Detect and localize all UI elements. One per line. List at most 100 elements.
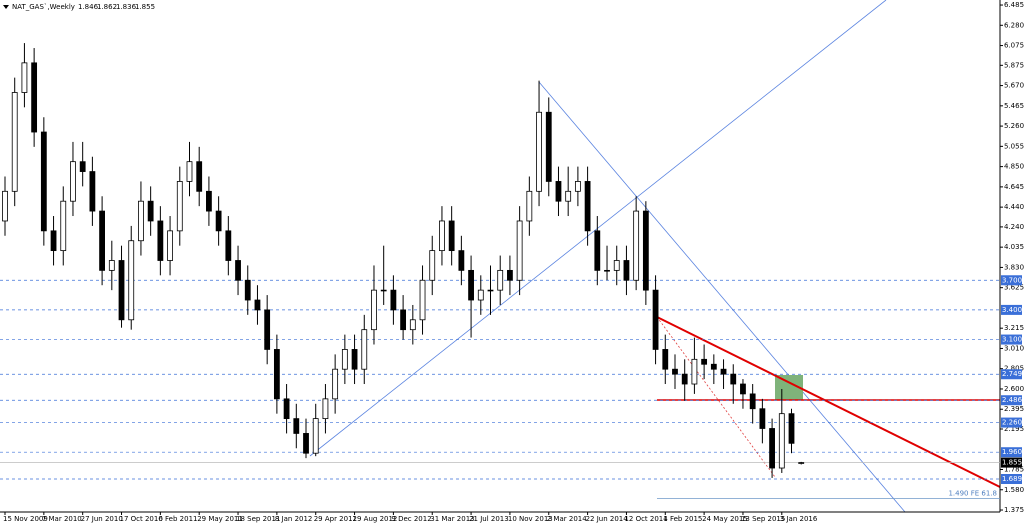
candle-body xyxy=(50,230,57,252)
candle-body xyxy=(60,200,67,252)
x-tick-label: 3 Jan 2016 xyxy=(780,515,818,523)
x-tick-label: 9 Dec 2012 xyxy=(391,515,431,523)
candle-body xyxy=(235,260,241,281)
x-tick-label: 7 Mar 2010 xyxy=(42,515,82,523)
candle-body xyxy=(293,418,300,434)
y-tick-label: 3.625 xyxy=(1004,284,1024,292)
candle-body xyxy=(740,383,746,395)
candle-body xyxy=(138,200,144,242)
x-tick-label: 19 Aug 2012 xyxy=(353,515,398,523)
y-tick-label: 3.830 xyxy=(1004,263,1024,271)
candle-body xyxy=(99,210,105,271)
y-tick-label: 1.785 xyxy=(1004,466,1024,474)
candle-body xyxy=(448,220,455,252)
candle-body xyxy=(642,210,649,291)
candle-body xyxy=(545,111,552,182)
candle-body xyxy=(652,289,659,350)
trend-line xyxy=(309,0,887,457)
y-tick-label: 4.850 xyxy=(1004,163,1024,171)
level-label: 1.689 xyxy=(1002,475,1022,483)
y-tick-label: 2.600 xyxy=(1004,385,1024,393)
level-tag xyxy=(1001,417,1022,428)
level-label: 2.486 xyxy=(1002,396,1023,404)
menu-arrow[interactable] xyxy=(3,5,9,9)
candle-body xyxy=(186,161,193,182)
level-label: 3.400 xyxy=(1002,306,1022,314)
candle-body xyxy=(176,181,183,232)
x-tick-label: 2 Mar 2014 xyxy=(547,515,587,523)
candle-body xyxy=(380,289,387,292)
candle-body xyxy=(167,230,173,261)
candle-body xyxy=(788,413,795,444)
level-label: 1.960 xyxy=(1002,448,1022,456)
level-tag xyxy=(1001,447,1022,458)
candle-body xyxy=(264,309,271,350)
candle-body xyxy=(468,269,474,301)
ohlc-value: 1.862 xyxy=(97,3,117,11)
candle-body xyxy=(254,299,261,311)
level-tag xyxy=(1001,304,1022,315)
candle-body xyxy=(594,230,601,271)
y-tick-label: 3.215 xyxy=(1004,324,1024,332)
y-tick-label: 6.485 xyxy=(1004,1,1024,9)
candle-body xyxy=(516,220,523,281)
last-price-label: 1.855 xyxy=(1002,459,1022,467)
y-tick-label: 5.875 xyxy=(1004,61,1024,69)
candle-body xyxy=(565,190,572,202)
x-tick-label: 15 Nov 2009 xyxy=(3,515,48,523)
candle-body xyxy=(128,240,135,321)
y-tick-label: 4.440 xyxy=(1004,203,1024,211)
y-tick-label: 2.805 xyxy=(1004,365,1024,373)
candle-body xyxy=(322,398,329,420)
candle-body xyxy=(332,368,339,400)
candle-body xyxy=(273,349,280,400)
candle-body xyxy=(623,260,630,281)
candle-body xyxy=(681,373,688,385)
candle-body xyxy=(206,190,212,212)
candle-body xyxy=(749,393,756,410)
trend-line xyxy=(538,81,906,513)
y-tick-label: 5.055 xyxy=(1004,142,1024,150)
candle-body xyxy=(497,269,504,291)
x-tick-label: 18 Sep 2011 xyxy=(236,515,280,523)
candle-body xyxy=(477,289,484,301)
candle-body xyxy=(118,260,125,321)
ohlc-value: 1.846 xyxy=(78,3,99,11)
x-tick-label: 24 May 2015 xyxy=(702,515,748,523)
candle-body xyxy=(31,62,38,133)
candle-body xyxy=(89,171,96,212)
y-tick-label: 3.010 xyxy=(1004,344,1024,352)
level-label: 2.260 xyxy=(1002,419,1022,427)
candle-body xyxy=(79,161,86,172)
x-tick-label: 29 May 2011 xyxy=(197,515,243,523)
y-tick-label: 1.580 xyxy=(1004,486,1024,494)
x-tick-label: 6 Feb 2011 xyxy=(158,515,197,523)
level-label: 3.100 xyxy=(1002,336,1022,344)
candle-body xyxy=(409,319,416,331)
candle-body xyxy=(341,349,348,370)
candle-body xyxy=(196,161,203,192)
x-tick-label: 10 Nov 2013 xyxy=(508,515,553,523)
ohlc-value: 1.836 xyxy=(116,3,137,11)
candle-body xyxy=(691,358,698,385)
candle-body xyxy=(419,279,426,321)
last-price-tag xyxy=(1001,457,1022,468)
candle-body xyxy=(507,269,513,281)
candle-body xyxy=(574,181,581,192)
candle-body xyxy=(361,329,368,370)
candle-body xyxy=(2,190,8,222)
fib-label: 1.490 FE 61.8 xyxy=(948,490,997,498)
x-tick-label: 8 Jan 2012 xyxy=(275,515,313,523)
candle-body xyxy=(730,373,737,385)
level-tag xyxy=(1001,473,1022,484)
candle-body xyxy=(613,260,620,271)
candle-body xyxy=(108,260,115,271)
x-tick-label: 13 Sep 2015 xyxy=(741,515,785,523)
candle-body xyxy=(633,210,640,281)
y-tick-label: 6.280 xyxy=(1004,21,1024,29)
candle-body xyxy=(759,408,766,429)
candle-body xyxy=(21,62,28,93)
level-tag xyxy=(1001,369,1022,380)
candle-body xyxy=(70,161,76,202)
candle-body xyxy=(157,220,164,261)
